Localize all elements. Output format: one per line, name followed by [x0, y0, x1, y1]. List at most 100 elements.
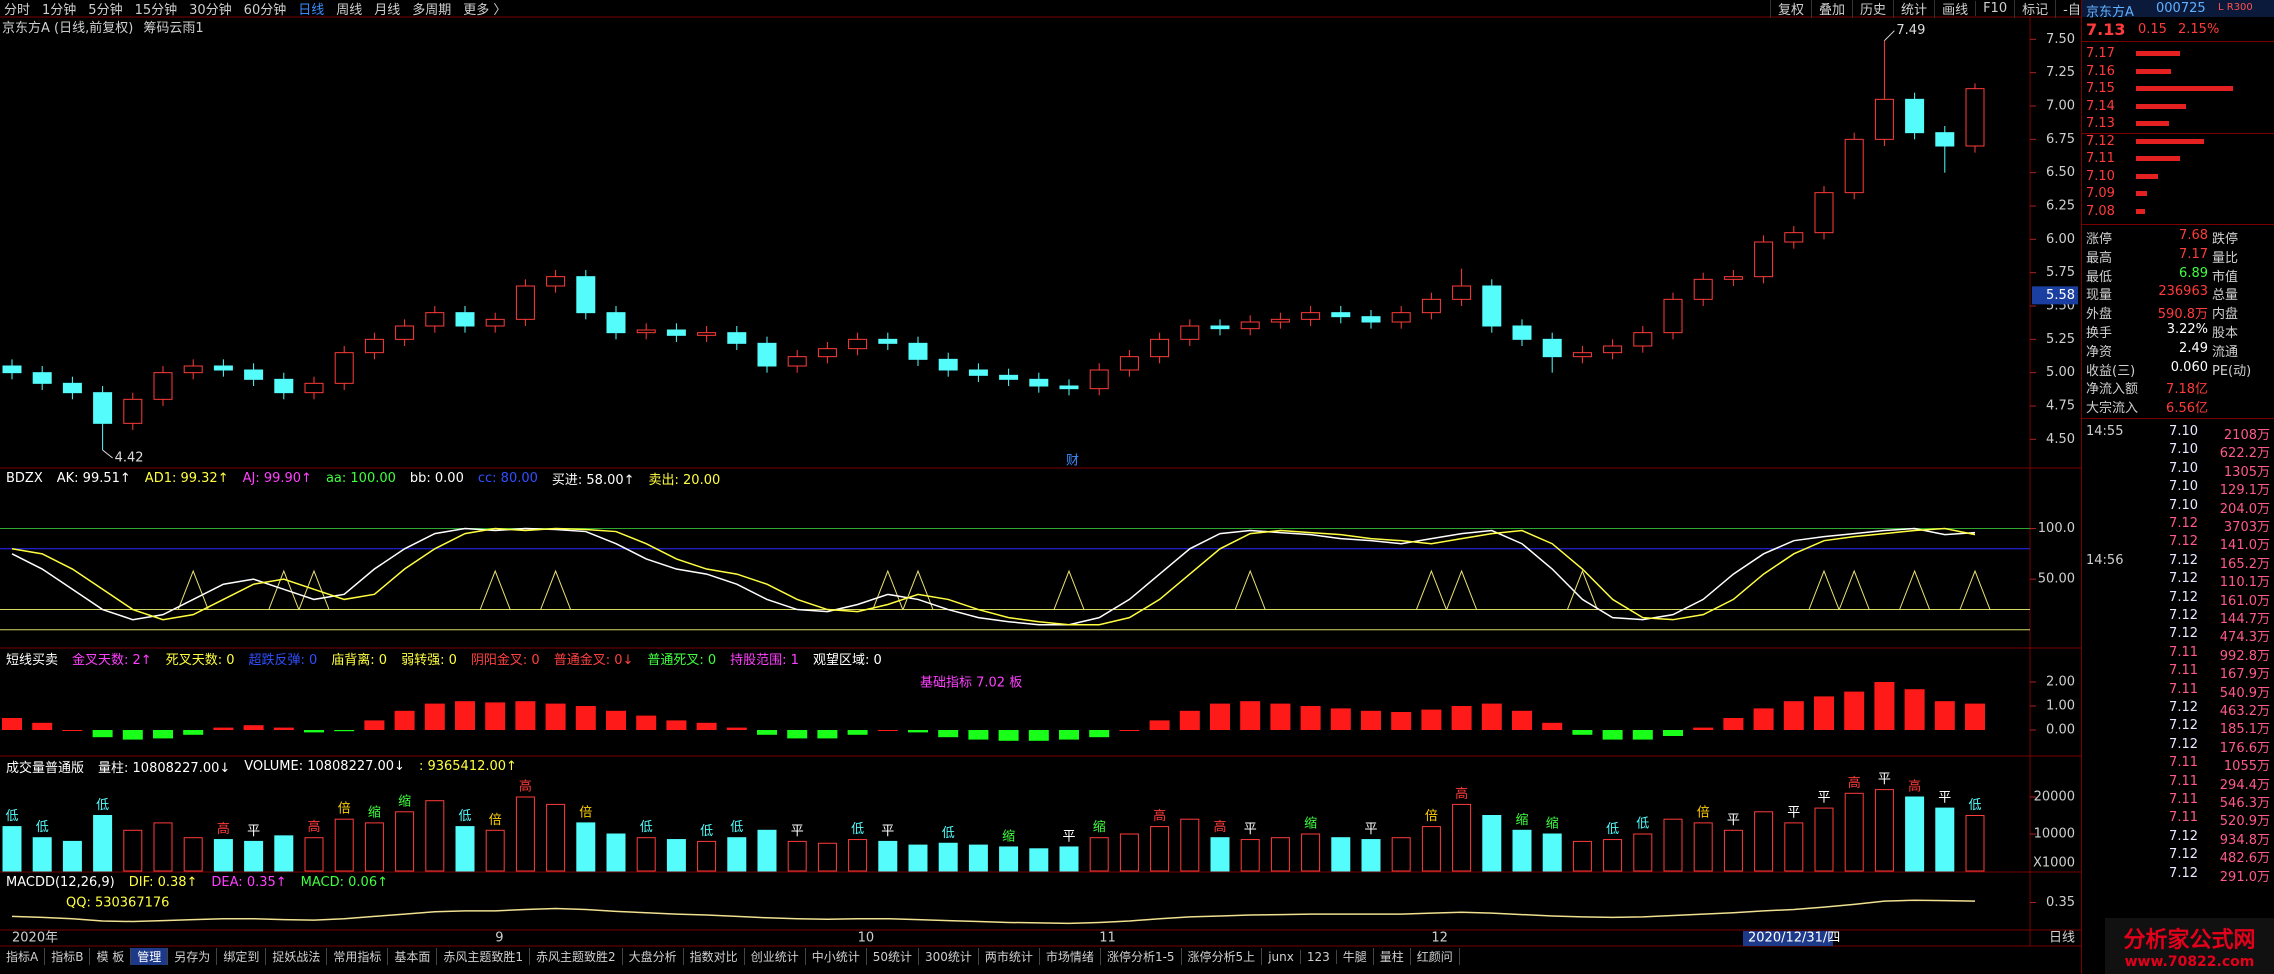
period-button[interactable]: 月线 [374, 3, 401, 18]
tab[interactable]: 指数对比 [684, 948, 745, 965]
indicator-field: 弱转强: 0 [401, 653, 457, 668]
signal-bar [334, 730, 355, 732]
tab[interactable]: junx [1262, 949, 1301, 964]
stat-label: 内盘 [2212, 307, 2239, 323]
volume-bar [1572, 840, 1592, 872]
indicator-field: 成交量普通版 [6, 761, 85, 776]
volume-tag: 高 [1908, 779, 1921, 795]
indicator-field: 普通金叉: 0↓ [553, 653, 634, 668]
signal-bar [455, 701, 475, 730]
tab[interactable]: 基本面 [388, 948, 438, 965]
action-button[interactable]: 统计 [1893, 0, 1934, 18]
tab[interactable]: 创业统计 [745, 948, 806, 965]
period-button[interactable]: 1分钟 [42, 3, 77, 18]
tick-price: 7.11 [2169, 792, 2198, 807]
signal-bar [62, 730, 83, 731]
period-button[interactable]: 更多 〉 [463, 3, 507, 18]
candle-body [455, 312, 475, 327]
tab[interactable]: 50统计 [867, 948, 919, 965]
period-button[interactable]: 日线 [298, 3, 325, 18]
candle-body [1663, 298, 1683, 334]
tab[interactable]: 指标B [45, 948, 91, 965]
tick-price: 7.10 [2169, 497, 2198, 513]
period-button[interactable]: 15分钟 [134, 3, 178, 18]
date-label: 12 [1431, 931, 1448, 946]
signal-bar [32, 722, 53, 730]
candle-body [787, 356, 807, 367]
tab[interactable]: 另存为 [168, 948, 218, 965]
tick-volume: 185.1万 [2219, 722, 2270, 738]
tab[interactable]: 市场情绪 [1040, 948, 1101, 965]
volume-bar [1905, 796, 1925, 872]
period-button[interactable]: 30分钟 [189, 3, 232, 18]
book-depth-bar [2136, 208, 2145, 214]
action-button[interactable]: 复权 [1770, 0, 1811, 18]
action-button[interactable]: F10 [1975, 1, 2014, 16]
volume-tag: 高 [217, 821, 230, 837]
volume-tag: 低 [640, 820, 653, 835]
tab[interactable]: 赤风主题致胜1 [437, 948, 531, 965]
buy-signal [1899, 569, 1931, 610]
signal-bar [1089, 730, 1110, 738]
tab[interactable]: 绑定到 [217, 948, 267, 965]
volume-bar [1301, 833, 1321, 872]
tab[interactable]: 300统计 [919, 948, 979, 965]
tab[interactable]: 量柱 [1374, 948, 1411, 965]
tab[interactable]: 赤风主题致胜2 [530, 948, 623, 965]
volume-header: 成交量普通版 量柱: 10808227.00↓ VOLUME: 10808227.0… [6, 758, 517, 776]
tick-volume: 1055万 [2223, 759, 2270, 775]
volume-tag: 缩 [1515, 812, 1528, 828]
period-button[interactable]: 多周期 [412, 3, 452, 18]
signal-bar [998, 730, 1019, 741]
action-button[interactable]: 历史 [1852, 0, 1893, 18]
stat-label: 股本 [2212, 326, 2239, 341]
tab[interactable]: 123 [1301, 949, 1337, 964]
stat-value: 6.89 [2179, 265, 2208, 281]
period-button[interactable]: 分时 [4, 3, 31, 18]
short-term-note: 基础指标 7.02 板 [920, 676, 1022, 691]
action-button[interactable]: 标记 [2014, 0, 2055, 18]
volume-bar [1240, 839, 1260, 872]
action-button[interactable]: 叠加 [1811, 0, 1852, 18]
tab[interactable]: 红颜问 [1411, 948, 1460, 965]
tick-volume: 144.7万 [2219, 612, 2270, 627]
indicator-line [11, 527, 1976, 626]
tab[interactable]: 涨停分析1-5 [1101, 948, 1182, 965]
tab[interactable]: 两市统计 [979, 948, 1040, 965]
tab[interactable]: 大盘分析 [623, 948, 684, 965]
volume-bar [968, 844, 988, 872]
candle-body [213, 365, 233, 371]
tab[interactable]: 管理 [131, 948, 169, 965]
last-price-tag [2032, 286, 2078, 305]
volume-bar [999, 846, 1019, 872]
action-button[interactable]: 画线 [1934, 0, 1975, 18]
tab[interactable]: 模 板 [90, 948, 132, 965]
signal-bar [1753, 708, 1774, 730]
stock-title: 京东方A (日线,前复权) [2, 21, 134, 36]
tab[interactable]: 中小统计 [806, 948, 867, 965]
tab[interactable]: 指标A [0, 948, 46, 965]
volume-tag: 低 [1636, 817, 1649, 832]
tab[interactable]: 捉妖战法 [266, 948, 328, 965]
volume-bar [848, 839, 868, 872]
period-button[interactable]: 周线 [336, 3, 363, 18]
candle-body [1482, 285, 1502, 327]
indicator-field: BDZX [6, 471, 43, 486]
candle-body [817, 348, 837, 358]
volume-tag: 倍 [1697, 805, 1710, 820]
book-price: 7.15 [2086, 81, 2115, 96]
tab[interactable]: 常用指标 [327, 948, 389, 965]
stat-value: 7.18亿 [2166, 382, 2208, 398]
period-button[interactable]: 5分钟 [88, 3, 123, 18]
candle-body [1391, 312, 1411, 323]
tab[interactable]: 牛腿 [1337, 948, 1374, 965]
candle-body [1874, 98, 1894, 140]
signal-bar [1119, 730, 1140, 731]
signal-bar [1179, 710, 1200, 730]
period-button[interactable]: 60分钟 [243, 3, 287, 18]
volume-tag: 平 [1364, 822, 1377, 837]
candle-body [183, 365, 203, 374]
dif-line [11, 899, 1976, 925]
volume-tag: 高 [1455, 786, 1468, 802]
tab[interactable]: 涨停分析5上 [1182, 948, 1263, 965]
